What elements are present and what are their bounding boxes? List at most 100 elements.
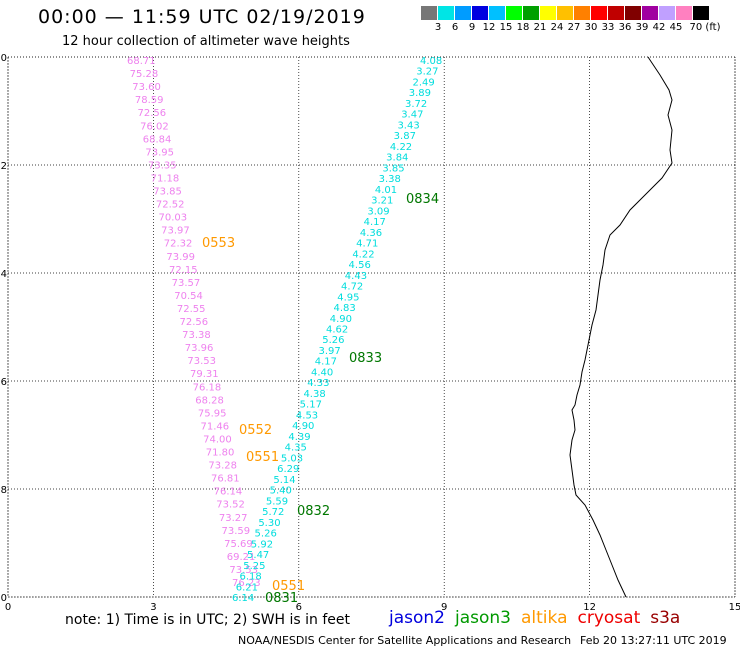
pass-time-label: 0831 [265, 591, 298, 606]
cyan-track-value: 4.72 [341, 282, 363, 293]
pink-track-value: 73.57 [172, 278, 201, 289]
cyan-track-value: 3.43 [397, 120, 419, 131]
pass-time-label: 0553 [202, 236, 235, 251]
pink-track-value: 74.00 [203, 434, 232, 445]
pink-track-value: 78.59 [135, 95, 164, 106]
pink-track-value: 68.28 [195, 395, 224, 406]
lat-tick-label: -20 [0, 593, 7, 604]
pink-track-value: 73.99 [166, 252, 195, 263]
pink-track-value: 71.80 [206, 448, 235, 459]
colorbar-swatch [438, 6, 455, 20]
lat-tick-label: -14 [0, 269, 7, 280]
cyan-track-value: 3.97 [318, 346, 340, 357]
colorbar-label: 3 [434, 22, 442, 33]
cyan-track-value: 4.33 [307, 378, 329, 389]
colorbar-swatch [506, 6, 523, 20]
colorbar-label: 24 [550, 22, 564, 33]
pink-track-value: 73.85 [153, 187, 182, 198]
colorbar-label: 39 [635, 22, 649, 33]
pink-track-value: 70.03 [159, 213, 188, 224]
pink-track-value: 72.55 [177, 304, 206, 315]
colorbar-label: 42 [652, 22, 666, 33]
colorbar-swatch [693, 6, 710, 20]
cyan-track-value: 4.22 [390, 142, 412, 153]
colorbar-swatch [625, 6, 642, 20]
map-subtitle: 12 hour collection of altimeter wave hei… [62, 34, 350, 49]
footer-timestamp: Feb 20 13:27:11 UTC 2019 [580, 634, 727, 647]
cyan-track-value: 4.71 [356, 239, 378, 250]
colorbar-label: 45 [669, 22, 683, 33]
pink-track-value: 73.59 [222, 526, 251, 537]
cyan-track-value: 5.26 [255, 529, 277, 540]
pink-track-value: 68.84 [143, 134, 172, 145]
pink-track-value: 75.28 [130, 69, 159, 80]
cyan-track-value: 4.38 [303, 389, 325, 400]
cyan-track-value: 4.62 [326, 325, 348, 336]
pink-track-value: 71.46 [201, 421, 230, 432]
lon-tick-label: 3 [150, 602, 156, 613]
pink-track-value: 73.27 [219, 513, 248, 524]
cyan-track-value: 5.59 [266, 496, 288, 507]
colorbar-swatch [540, 6, 557, 20]
pink-track-value: 73.35 [148, 160, 177, 171]
cyan-track-value: 4.35 [285, 443, 307, 454]
pink-track-value: 76.02 [140, 121, 169, 132]
satellite-legend-item: altika [521, 608, 568, 628]
pink-track-value: 73.95 [145, 147, 174, 158]
lat-tick-label: -10 [0, 53, 7, 64]
cyan-track-value: 5.17 [300, 400, 322, 411]
cyan-track-value: 5.14 [273, 475, 295, 486]
wave-height-colorbar [421, 6, 710, 20]
cyan-track-value: 4.90 [330, 314, 352, 325]
pink-track-value: 73.53 [187, 356, 216, 367]
lon-tick-label: 6 [296, 602, 302, 613]
colorbar-swatch [591, 6, 608, 20]
colorbar-swatch [421, 6, 438, 20]
cyan-track-value: 3.85 [382, 163, 404, 174]
pink-track-value: 72.15 [169, 265, 198, 276]
lat-tick-label: -18 [0, 485, 7, 496]
lon-tick-label: 0 [5, 602, 11, 613]
colorbar-swatch [574, 6, 591, 20]
pink-track-value: 73.96 [185, 343, 214, 354]
cyan-track-value: 4.08 [420, 56, 442, 67]
pink-track-value: 72.52 [156, 200, 185, 211]
satellite-legend-item: cryosat [577, 608, 641, 628]
cyan-track-value: 6.14 [232, 593, 254, 604]
pass-time-label: 0552 [239, 423, 272, 438]
pink-track-value: 76.81 [211, 474, 240, 485]
pass-time-label: 0832 [297, 504, 330, 519]
cyan-track-value: 6.18 [240, 572, 262, 583]
cyan-track-value: 5.92 [251, 539, 273, 550]
cyan-track-value: 4.17 [364, 217, 386, 228]
cyan-track-value: 3.27 [416, 67, 438, 78]
cyan-track-value: 4.43 [345, 271, 367, 282]
pink-track-value: 69.21 [227, 552, 256, 563]
cyan-track-value: 6.29 [277, 464, 299, 475]
colorbar-labels: 3 6 9 12 15 18 21 24 27 30 33 36 39 42 45 70 (ft) [421, 22, 740, 36]
pass-time-label: 0551 [246, 450, 279, 465]
pink-track-value: 76.23 [232, 578, 261, 589]
pink-track-value: 71.18 [151, 173, 180, 184]
pink-track-value: 75.95 [198, 408, 227, 419]
cyan-track-value: 5.72 [262, 507, 284, 518]
cyan-track-value: 2.49 [412, 77, 434, 88]
map-title: 00:00 — 11:59 UTC 02/19/2019 [38, 6, 366, 28]
colorbar-swatch [608, 6, 625, 20]
cyan-track-value: 4.95 [337, 292, 359, 303]
pink-track-value: 79.31 [190, 369, 219, 380]
cyan-track: 4.083.272.493.893.723.473.433.874.223.84… [232, 56, 442, 604]
cyan-track-value: 3.84 [386, 153, 408, 164]
cyan-track-value: 4.56 [349, 260, 371, 271]
colorbar-swatch [659, 6, 676, 20]
cyan-track-value: 4.01 [375, 185, 397, 196]
pink-track-value: 73.97 [161, 226, 190, 237]
colorbar-label: 18 [516, 22, 530, 33]
cyan-track-value: 5.47 [247, 550, 269, 561]
cyan-track-value: 3.21 [371, 196, 393, 207]
cyan-track-value: 3.47 [401, 110, 423, 121]
cyan-track-value: 5.26 [322, 335, 344, 346]
map-frame [7, 56, 736, 598]
